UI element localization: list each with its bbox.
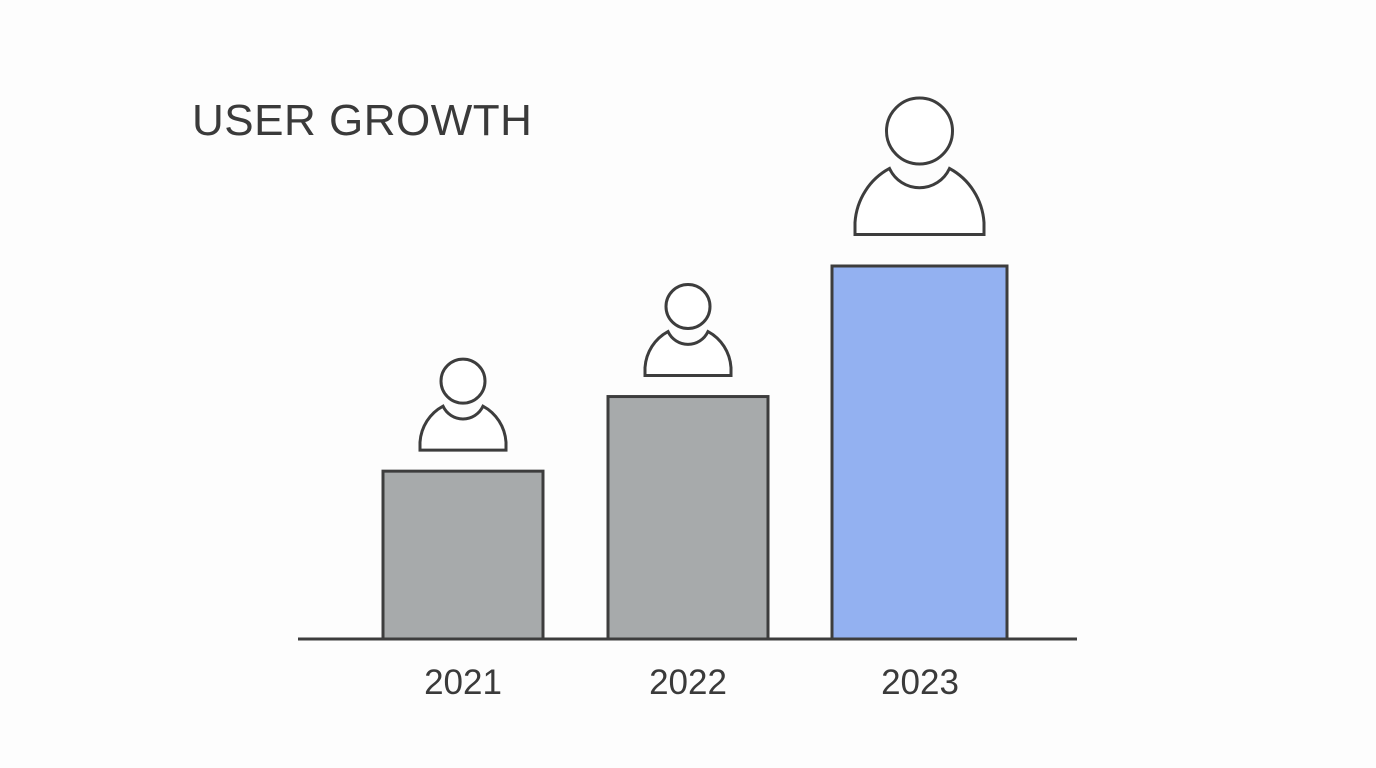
- user-icon: [853, 96, 986, 236]
- user-icon: [643, 283, 733, 378]
- bar-2021: [381, 469, 545, 641]
- user-icon: [418, 357, 508, 452]
- chart-title: USER GROWTH: [192, 96, 533, 145]
- x-tick-label: 2022: [649, 663, 727, 702]
- x-tick-label: 2023: [881, 663, 959, 702]
- bar-2022: [606, 395, 770, 641]
- x-tick-label: 2021: [424, 663, 502, 702]
- bar-2023: [830, 264, 1009, 641]
